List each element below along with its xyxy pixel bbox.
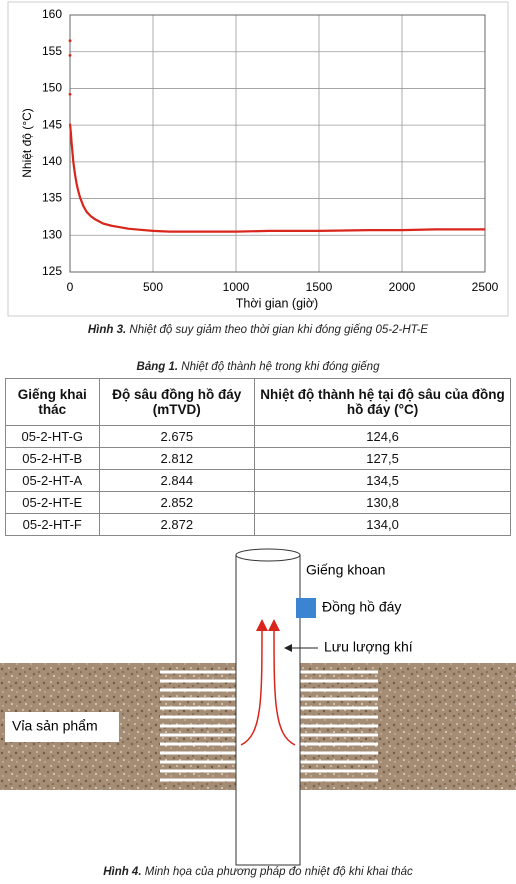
table-row: 05-2-HT-A 2.844 134,5	[5, 469, 511, 492]
outlier-point	[68, 53, 72, 57]
diagram: Giếng khoan Đồng hồ đáy Lưu lượng khí Vỉ…	[0, 548, 516, 866]
x-tick-label: 1000	[223, 280, 250, 294]
header-row: Giếng khai thác Độ sâu đồng hồ đáy (mTVD)…	[5, 378, 511, 426]
table-cell: 134,5	[254, 469, 511, 492]
caption-text: Nhiệt độ suy giảm theo thời gian khi đón…	[129, 324, 429, 336]
caption-text: Nhiệt độ thành hệ trong khi đóng giếng	[181, 361, 380, 373]
flow-label: Lưu lượng khí	[324, 639, 413, 655]
reservoir-label: Vỉa sản phẩm	[12, 718, 98, 734]
caption-text: Minh họa của phương pháp đo nhiệt độ khi…	[144, 866, 413, 878]
outlier-point	[68, 92, 72, 96]
table-cell: 2.844	[98, 469, 256, 492]
caption-label: Hình 3.	[87, 324, 127, 336]
header-cell: Giếng khai thác	[5, 378, 100, 426]
figure-caption: Hình 4. Minh họa của phương pháp đo nhiệ…	[0, 866, 516, 878]
chart: Nhiệt độ (°C) Thời gian (giờ) 125 130 135 1…	[7, 1, 509, 317]
table-cell: 130,8	[254, 491, 511, 514]
table-cell: 2.852	[98, 491, 256, 514]
data-table: Giếng khai thác Độ sâu đồng hồ đáy (mTVD)…	[5, 378, 511, 536]
table-row: 05-2-HT-G 2.675 124,6	[5, 425, 511, 448]
figure-caption: Hình 3. Nhiệt độ suy giảm theo thời gian…	[0, 324, 516, 336]
y-axis-label: Nhiệt độ (°C)	[20, 108, 34, 178]
y-tick-label: 160	[42, 7, 62, 21]
header-cell: Độ sâu đồng hồ đáy (mTVD)	[98, 378, 256, 426]
table-cell: 05-2-HT-F	[5, 513, 100, 536]
table-cell: 2.872	[98, 513, 256, 536]
table-cell: 2.675	[98, 425, 256, 448]
flow-arrow	[268, 619, 296, 746]
x-axis-label: Thời gian (giờ)	[236, 296, 318, 310]
table-cell: 2.812	[98, 447, 256, 470]
y-tick-label: 140	[42, 154, 62, 168]
table-cell: 05-2-HT-G	[5, 425, 100, 448]
y-tick-label: 135	[42, 191, 62, 205]
table-row: 05-2-HT-B 2.812 127,5	[5, 447, 511, 470]
y-tick-label: 155	[42, 44, 62, 58]
chart-frame	[7, 1, 509, 317]
table-caption: Bảng 1. Nhiệt độ thành hệ trong khi đóng…	[0, 361, 516, 373]
table-cell: 127,5	[254, 447, 511, 470]
x-tick-label: 2000	[389, 280, 416, 294]
y-tick-label: 150	[42, 81, 62, 95]
well-label: Giếng khoan	[306, 562, 385, 578]
table-cell: 05-2-HT-A	[5, 469, 100, 492]
gauge-label: Đồng hồ đáy	[322, 599, 401, 615]
table-cell: 05-2-HT-B	[5, 447, 100, 470]
table-cell: 05-2-HT-E	[5, 491, 100, 514]
flow-arrow	[240, 619, 268, 746]
well-pipe	[235, 554, 301, 866]
outlier-point	[68, 39, 72, 43]
reservoir-box	[5, 712, 119, 742]
gauge-icon	[296, 598, 316, 618]
header-cell: Nhiệt độ thành hệ tại độ sâu của đồng hồ…	[254, 378, 511, 426]
table-row: 05-2-HT-F 2.872 134,0	[5, 513, 511, 536]
x-tick-label: 500	[143, 280, 163, 294]
perforations	[160, 670, 378, 782]
y-tick-label: 125	[42, 264, 62, 278]
table-cell: 124,6	[254, 425, 511, 448]
table-cell: 134,0	[254, 513, 511, 536]
x-tick-label: 2500	[472, 280, 499, 294]
y-tick-label: 130	[42, 227, 62, 241]
data-line	[68, 123, 485, 233]
x-tick-label: 1500	[306, 280, 333, 294]
x-tick-label: 0	[67, 280, 74, 294]
caption-label: Bảng 1.	[136, 361, 179, 373]
plot-border	[69, 14, 486, 273]
well-top	[235, 548, 301, 562]
y-tick-label: 145	[42, 117, 62, 131]
table-row: 05-2-HT-E 2.852 130,8	[5, 491, 511, 514]
caption-label: Hình 4.	[103, 866, 142, 878]
